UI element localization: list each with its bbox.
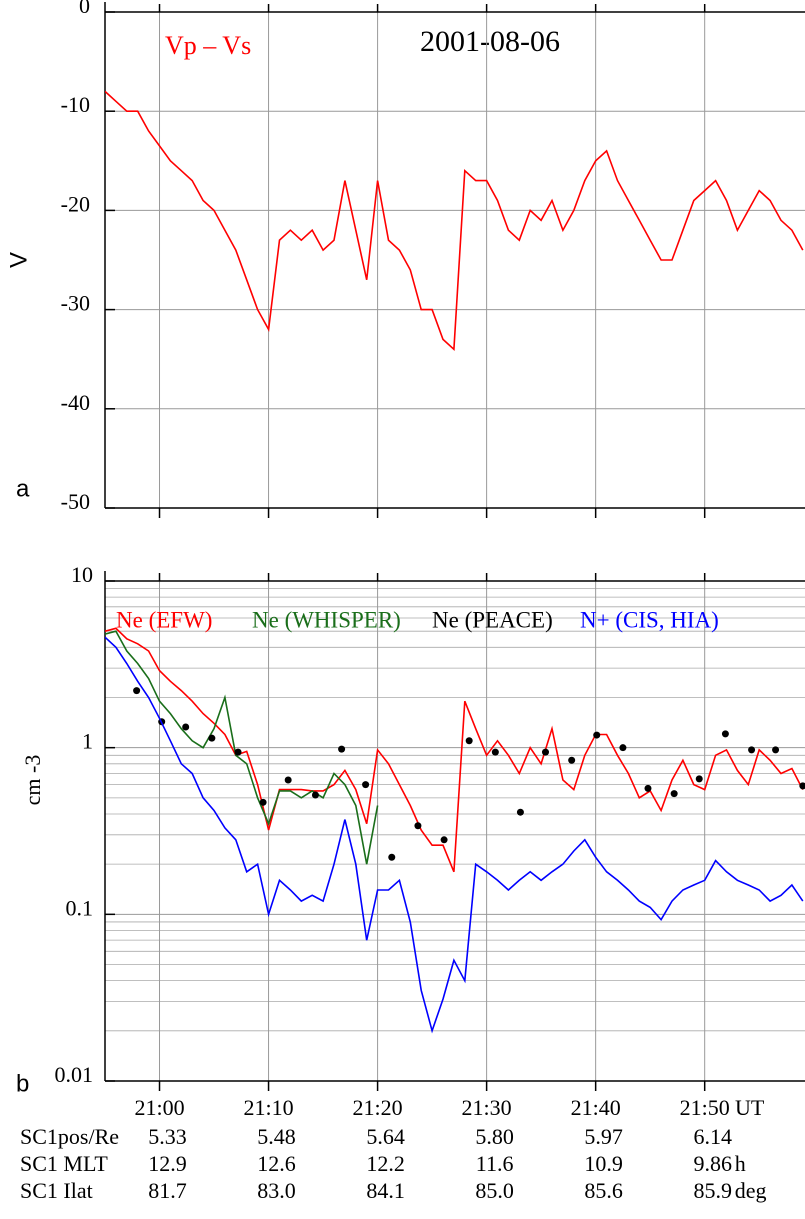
y-tick-label: -30 [61,291,90,316]
data-point [593,731,601,739]
data-point [772,746,780,754]
y-tick-label: 0 [79,0,90,18]
row-value: 12.2 [366,1151,405,1176]
y-tick-label: 10 [71,562,93,587]
data-point [133,687,141,695]
row-value: 9.86 [693,1151,732,1176]
y-tick-label: -20 [61,191,90,216]
row-label: SC1 Ilat [20,1178,93,1203]
data-point [799,782,805,790]
y-tick-label: -10 [61,92,90,117]
row-value: 5.48 [257,1124,296,1149]
y-tick-label: 0.01 [55,1062,94,1087]
data-point [670,790,678,798]
data-point [259,798,267,806]
data-point [695,775,703,783]
plot-area [105,90,804,352]
row-unit: h [735,1151,746,1176]
row-value: 81.7 [148,1178,187,1203]
data-point [440,836,448,844]
legend-entry: Ne (WHISPER) [252,607,401,632]
row-value: 5.64 [366,1124,405,1149]
row-value: 11.6 [476,1151,514,1176]
x-tick-label: 21:10 [243,1095,293,1120]
row-value: 12.6 [257,1151,296,1176]
y-tick-label: -40 [61,390,90,415]
chart-title: 2001-08-06 [420,25,560,58]
row-value: 5.97 [584,1124,623,1149]
panel-label: a [16,475,30,502]
row-value: 5.80 [475,1124,514,1149]
row-value: 85.9 [693,1178,732,1203]
row-label: SC1pos/Re [20,1124,119,1149]
panel-label: b [16,1070,29,1097]
row-value: 10.9 [584,1151,623,1176]
row-value: 12.9 [148,1151,187,1176]
legend-entry: N+ (CIS, HIA) [580,607,719,632]
x-tick-label: 21:40 [571,1095,621,1120]
data-point [619,744,627,752]
plot-area [105,627,805,1034]
x-tick-label: 21:00 [134,1095,184,1120]
data-point [182,723,190,731]
y-tick-label: 0.1 [66,895,94,920]
y-axis-label: V [5,252,32,268]
data-point [516,808,524,816]
data-line [105,627,804,873]
data-point [541,748,549,756]
y-tick-label: 1 [82,729,93,754]
row-value: 85.0 [475,1178,514,1203]
y-tick-label: -50 [61,489,90,514]
data-point [284,776,292,784]
data-point [311,791,319,799]
x-tick-label: 21:30 [462,1095,512,1120]
row-value: 83.0 [257,1178,296,1203]
x-tick-label: 21:50 [680,1095,730,1120]
data-line [105,636,804,1034]
row-unit: deg [735,1178,767,1203]
data-point [491,748,499,756]
data-line [105,630,379,865]
data-point [338,745,346,753]
y-axis-label: cm -3 [20,755,45,806]
data-point [644,784,652,792]
series-label: Vp – Vs [165,31,251,60]
data-line [105,90,804,352]
row-label: SC1 MLT [20,1151,108,1176]
row-value: 84.1 [366,1178,405,1203]
data-point [721,730,729,738]
row-value: 5.33 [148,1124,187,1149]
legend-entry: Ne (PEACE) [432,607,553,632]
data-point [568,756,576,764]
data-point [465,737,473,745]
x-tick-label: 21:20 [353,1095,403,1120]
data-point [414,822,422,830]
data-point [208,734,216,742]
row-value: 85.6 [584,1178,623,1203]
x-unit: UT [735,1095,765,1120]
data-point [748,746,756,754]
row-value: 6.14 [693,1124,732,1149]
legend-entry: Ne (EFW) [116,607,212,632]
data-point [362,781,370,789]
data-point [388,853,396,861]
data-point [234,748,242,756]
